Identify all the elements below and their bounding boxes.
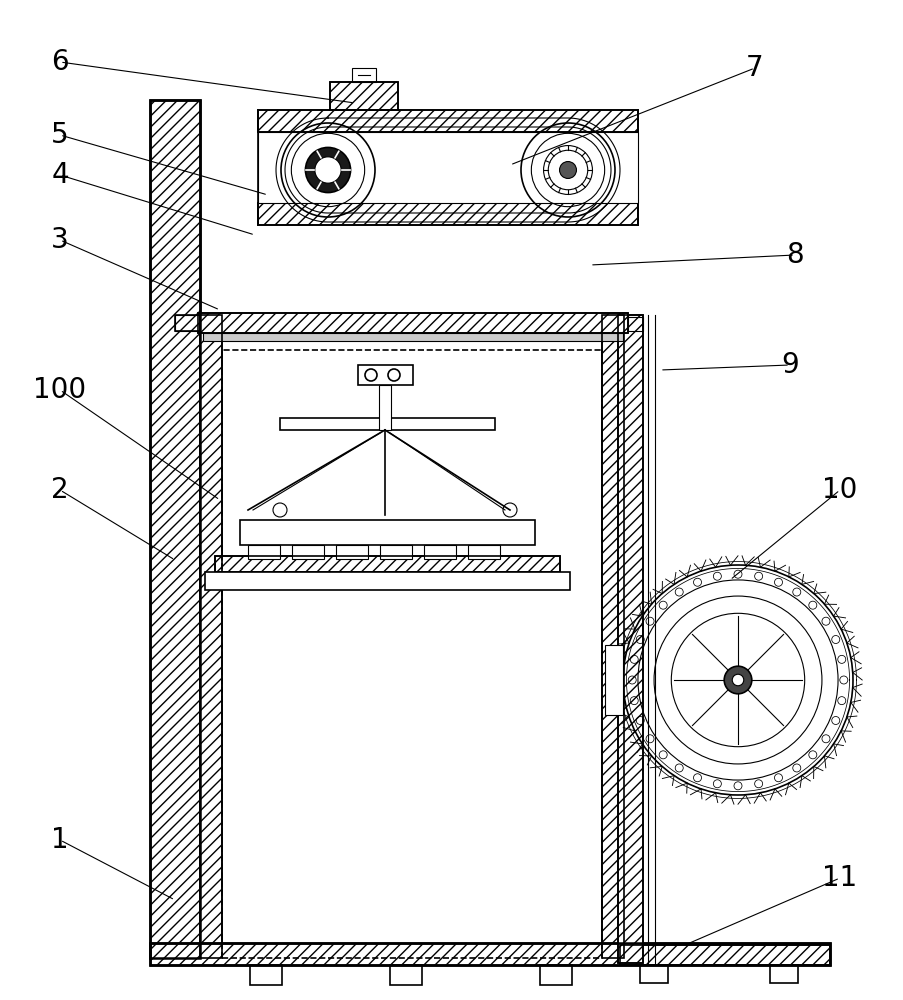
- Bar: [618, 315, 642, 963]
- Bar: [257, 110, 638, 132]
- Bar: [247, 545, 280, 559]
- Bar: [378, 385, 391, 430]
- Bar: [539, 965, 572, 985]
- Text: 10: 10: [822, 476, 857, 504]
- Bar: [424, 545, 455, 559]
- Text: 9: 9: [780, 351, 798, 379]
- Bar: [619, 945, 829, 965]
- Text: 5: 5: [51, 121, 69, 149]
- Circle shape: [731, 674, 743, 686]
- Bar: [150, 100, 200, 958]
- Bar: [239, 520, 535, 545]
- Bar: [200, 315, 222, 958]
- Bar: [198, 313, 628, 333]
- Circle shape: [314, 157, 340, 183]
- Circle shape: [305, 147, 350, 193]
- Bar: [379, 545, 412, 559]
- Text: 4: 4: [51, 161, 69, 189]
- Bar: [205, 572, 570, 590]
- Bar: [618, 315, 642, 963]
- Bar: [257, 110, 638, 132]
- Bar: [280, 418, 495, 430]
- Bar: [150, 943, 829, 965]
- Bar: [257, 132, 638, 203]
- Bar: [215, 556, 559, 572]
- Text: 8: 8: [786, 241, 803, 269]
- Bar: [601, 315, 623, 958]
- Text: 3: 3: [51, 226, 69, 254]
- Bar: [200, 315, 222, 958]
- Bar: [150, 100, 200, 958]
- Bar: [175, 315, 200, 331]
- Text: 11: 11: [822, 864, 857, 892]
- Bar: [257, 203, 638, 225]
- Bar: [292, 545, 323, 559]
- Bar: [604, 645, 622, 715]
- Text: 1: 1: [51, 826, 69, 854]
- Bar: [175, 315, 200, 331]
- Text: 100: 100: [33, 376, 87, 404]
- Text: 6: 6: [51, 48, 69, 76]
- Bar: [639, 965, 667, 983]
- Bar: [619, 945, 829, 965]
- Bar: [769, 965, 797, 983]
- Bar: [601, 315, 623, 958]
- Circle shape: [559, 162, 576, 178]
- Text: 2: 2: [51, 476, 69, 504]
- Bar: [198, 313, 628, 333]
- Bar: [203, 333, 622, 341]
- Circle shape: [723, 666, 751, 694]
- Bar: [257, 203, 638, 225]
- Bar: [330, 82, 397, 110]
- Bar: [215, 556, 559, 572]
- Bar: [351, 68, 376, 82]
- Bar: [150, 943, 829, 965]
- Bar: [628, 317, 642, 331]
- Text: 7: 7: [745, 54, 763, 82]
- Bar: [358, 365, 413, 385]
- Bar: [222, 350, 601, 958]
- Bar: [330, 82, 397, 110]
- Bar: [468, 545, 499, 559]
- Bar: [336, 545, 368, 559]
- Bar: [250, 965, 282, 985]
- Bar: [389, 965, 422, 985]
